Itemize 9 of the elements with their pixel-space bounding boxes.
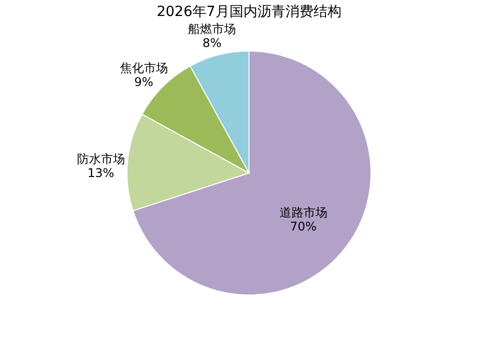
data-label: 70% bbox=[290, 219, 317, 234]
data-label: 8% bbox=[202, 36, 222, 50]
slice-label: 道路市场 bbox=[279, 205, 328, 220]
slice-label: 船燃市场 bbox=[188, 22, 236, 36]
data-label: 13% bbox=[87, 166, 114, 180]
data-label: 9% bbox=[134, 74, 154, 89]
slice-label: 焦化市场 bbox=[120, 60, 168, 75]
chart-title: 2026年7月国内沥青消费结构 bbox=[156, 4, 342, 20]
slice-label: 防水市场 bbox=[76, 152, 125, 166]
